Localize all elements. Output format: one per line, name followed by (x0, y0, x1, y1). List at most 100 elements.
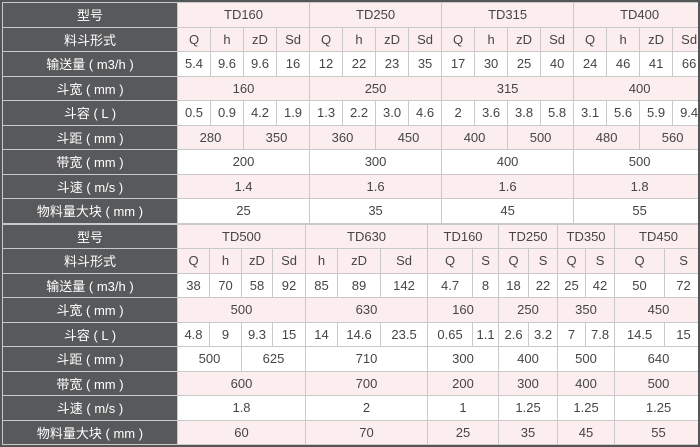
value-cell: 25 (176, 198, 311, 224)
value-cell: 1.3 (309, 100, 344, 126)
value-cell: 142 (380, 272, 429, 298)
value-cell: zD (337, 248, 382, 274)
row-label: 料斗形式 (2, 26, 178, 52)
value-cell: h (606, 26, 641, 52)
value-cell: h (342, 26, 377, 52)
value-cell: 66 (672, 51, 698, 77)
value-cell: 25 (507, 51, 542, 77)
row-label: 物料量大块 ( mm ) (2, 419, 178, 445)
value-cell: 3.8 (507, 100, 542, 126)
row-label: 型号 (2, 223, 178, 249)
value-cell: 350 (557, 297, 616, 323)
value-cell: 25 (427, 419, 500, 445)
row-label: 斗容 ( L ) (2, 100, 178, 126)
value-cell: 2 (441, 100, 476, 126)
value-cell: 72 (664, 272, 698, 298)
table-row: 物料量大块 ( mm ) 25 35 45 55 (2, 198, 698, 224)
value-cell: 14.5 (614, 321, 666, 347)
value-cell: 22 (342, 51, 377, 77)
value-cell: Sd (672, 26, 698, 52)
value-cell: S (585, 248, 616, 274)
row-label: 斗距 ( mm ) (2, 124, 178, 150)
value-cell: 1.8 (573, 173, 698, 199)
row-label: 斗距 ( mm ) (2, 346, 178, 372)
value-cell: 25 (557, 272, 587, 298)
value-cell: 480 (573, 124, 641, 150)
value-cell: 0.65 (427, 321, 474, 347)
value-cell: 14 (305, 321, 339, 347)
value-cell: 560 (639, 124, 698, 150)
value-cell: 16 (275, 51, 311, 77)
value-cell: Sd (408, 26, 443, 52)
row-label: 带宽 ( mm ) (2, 370, 178, 396)
value-cell: 4.6 (408, 100, 443, 126)
value-cell: 630 (305, 297, 429, 323)
value-cell: 35 (309, 198, 443, 224)
model-cell: TD250 (309, 2, 443, 28)
value-cell: 41 (639, 51, 674, 77)
value-cell: 300 (309, 149, 443, 175)
value-cell: Q (614, 248, 666, 274)
value-cell: 500 (507, 124, 575, 150)
value-cell: 500 (573, 149, 698, 175)
value-cell: 92 (271, 272, 307, 298)
value-cell: zD (507, 26, 542, 52)
value-cell: 450 (375, 124, 443, 150)
value-cell: 400 (441, 149, 575, 175)
value-cell: 0.5 (177, 100, 211, 126)
value-cell: 50 (614, 272, 666, 298)
value-cell: 85 (305, 272, 339, 298)
model-cell: TD400 (573, 2, 698, 28)
value-cell: 23.5 (380, 321, 429, 347)
model-cell: TD500 (176, 223, 307, 249)
value-cell: 70 (305, 419, 429, 445)
value-cell: 2.2 (342, 100, 377, 126)
value-cell: h (209, 248, 242, 274)
model-cell: TD160 (427, 223, 500, 249)
table-row: 斗容 ( L ) 4.8 9 9.3 15 14 14.6 23.5 0.65 1.1 2.6 3.2… (2, 321, 698, 347)
row-label: 斗容 ( L ) (2, 321, 178, 347)
value-cell: 3.1 (573, 100, 608, 126)
value-cell: 160 (427, 297, 500, 323)
table-row: 斗宽 ( mm ) 160 250 315 400 (2, 75, 698, 101)
value-cell: 60 (176, 419, 307, 445)
value-cell: 4.7 (427, 272, 474, 298)
value-cell: Q (309, 26, 344, 52)
table-row: 物料量大块 ( mm ) 60 70 25 35 45 55 (2, 419, 698, 445)
value-cell: Q (177, 26, 211, 52)
value-cell: 38 (177, 272, 210, 298)
value-cell: 500 (614, 370, 698, 396)
value-cell: 4.2 (243, 100, 277, 126)
value-cell: 35 (498, 419, 559, 445)
value-cell: 500 (557, 346, 616, 372)
value-cell: 5.9 (639, 100, 674, 126)
value-cell: 400 (441, 124, 509, 150)
value-cell: S (472, 248, 500, 274)
row-label: 料斗形式 (2, 248, 178, 274)
value-cell: S (528, 248, 559, 274)
value-cell: Q (427, 248, 474, 274)
value-cell: 15 (271, 321, 307, 347)
model-cell: TD350 (557, 223, 616, 249)
row-label: 斗速 ( m/s ) (2, 395, 178, 421)
value-cell: h (474, 26, 509, 52)
value-cell: 35 (408, 51, 443, 77)
model-cell: TD450 (614, 223, 698, 249)
value-cell: 1.8 (176, 395, 307, 421)
value-cell: 350 (242, 124, 311, 150)
value-cell: 55 (614, 419, 698, 445)
value-cell: 55 (573, 198, 698, 224)
model-cell: TD315 (441, 2, 575, 28)
value-cell: 58 (241, 272, 273, 298)
table-row: 型号 TD160 TD250 TD315 TD400 (2, 2, 698, 28)
value-cell: 450 (614, 297, 698, 323)
value-cell: 4.8 (177, 321, 210, 347)
value-cell: 200 (427, 370, 500, 396)
value-cell: Sd (540, 26, 575, 52)
value-cell: 400 (498, 346, 559, 372)
value-cell: 17 (441, 51, 476, 77)
